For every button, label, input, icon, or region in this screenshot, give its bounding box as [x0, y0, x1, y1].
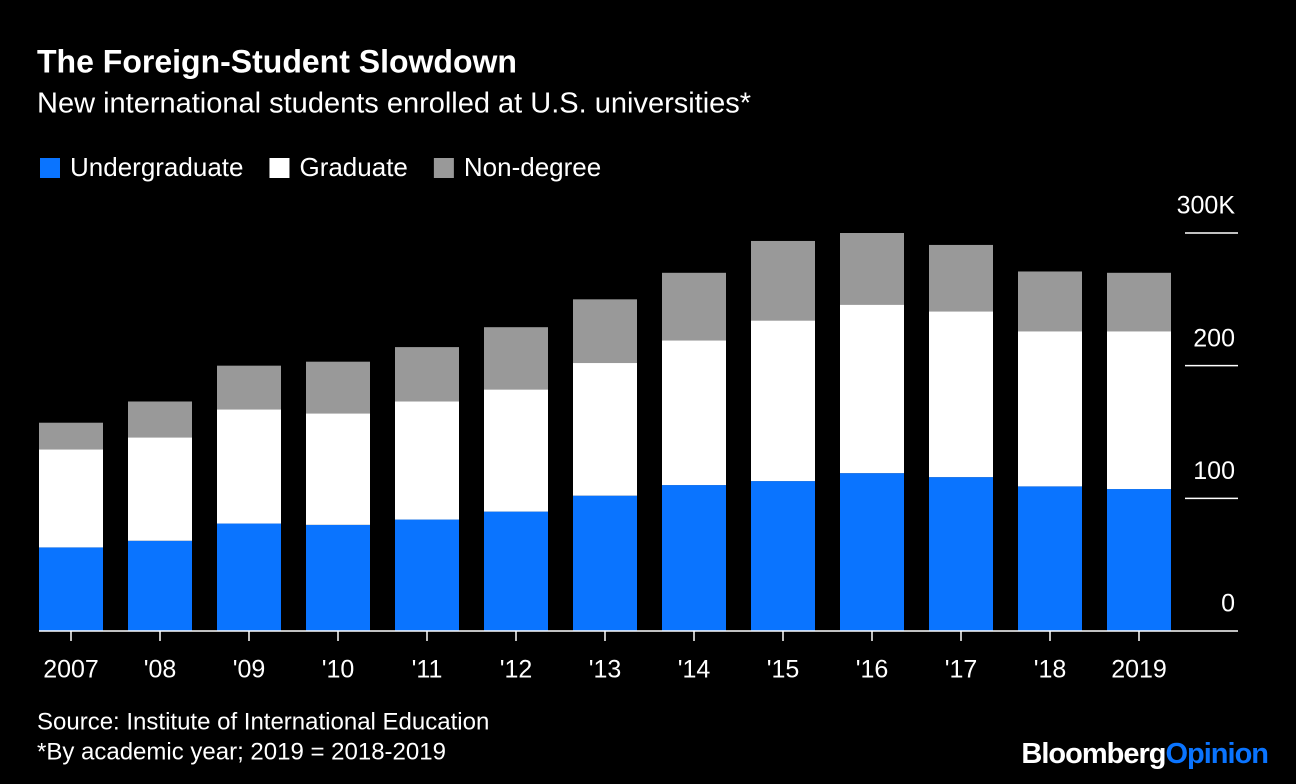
bar-segment	[484, 327, 548, 390]
bar-segment	[217, 409, 281, 524]
legend-label: Non-degree	[464, 152, 601, 182]
x-tick-label: '12	[500, 656, 533, 684]
chart-subtitle: New international students enrolled at U…	[37, 88, 751, 120]
bar-segment	[128, 437, 192, 541]
x-tick-label: '10	[322, 656, 355, 684]
bar-segment	[929, 477, 993, 631]
y-tick-label: 200	[1193, 324, 1235, 352]
bar-segment	[39, 547, 103, 631]
bar-segment	[39, 449, 103, 548]
bar-segment	[662, 272, 726, 341]
legend-swatch	[40, 158, 60, 178]
y-tick-label: 300K	[1177, 192, 1236, 220]
brand-bloomberg: Bloomberg	[1021, 738, 1165, 770]
bar-segment	[1107, 272, 1171, 332]
bar-segment	[306, 361, 370, 414]
x-tick-label: '16	[856, 656, 889, 684]
chart-title: The Foreign-Student Slowdown	[37, 43, 517, 79]
bar-segment	[840, 473, 904, 631]
bar-segment	[484, 511, 548, 631]
note: *By academic year; 2019 = 2018-2019	[37, 738, 446, 765]
bar-segment	[128, 401, 192, 438]
bar-segment	[217, 523, 281, 631]
x-tick-label: '13	[589, 656, 622, 684]
source: Source: Institute of International Educa…	[37, 708, 489, 735]
x-tick-label: '08	[144, 656, 177, 684]
bar-segment	[929, 311, 993, 478]
brand: BloombergOpinion	[1021, 738, 1268, 770]
brand-opinion: Opinion	[1165, 738, 1268, 770]
bar-segment	[1107, 331, 1171, 490]
legend-label: Undergraduate	[70, 152, 243, 182]
bar-segment	[573, 299, 637, 364]
legend-label: Graduate	[299, 152, 407, 182]
bar-segment	[573, 495, 637, 631]
x-tick-label: '17	[945, 656, 978, 684]
bar-segment	[217, 365, 281, 410]
y-tick-label: 100	[1193, 457, 1235, 485]
bar-segment	[1018, 486, 1082, 631]
x-tick-label: '11	[412, 656, 443, 684]
bar-segment	[662, 340, 726, 486]
bar-segment	[751, 240, 815, 321]
x-tick-label: '14	[678, 656, 711, 684]
bar-segment	[128, 540, 192, 631]
x-tick-label: '18	[1034, 656, 1067, 684]
bar-segment	[840, 304, 904, 474]
bar-segment	[395, 401, 459, 520]
bar-segment	[1018, 271, 1082, 332]
bar-segment	[39, 422, 103, 450]
bar-segment	[306, 413, 370, 525]
bar-segment	[840, 233, 904, 305]
legend-swatch	[269, 158, 290, 178]
bar-segment	[929, 244, 993, 312]
x-tick-label: '15	[767, 656, 800, 684]
bar-segment	[1107, 489, 1171, 631]
bar-segment	[1018, 331, 1082, 487]
bar-segment	[573, 363, 637, 496]
x-tick-label: '09	[233, 656, 266, 684]
bar-segment	[395, 347, 459, 402]
x-tick-label: 2007	[43, 656, 99, 684]
bar-segment	[484, 389, 548, 512]
bar-segment	[395, 519, 459, 631]
legend-swatch	[433, 158, 454, 178]
y-tick-label: 0	[1221, 590, 1235, 618]
bar-segment	[306, 524, 370, 631]
bar-segment	[662, 485, 726, 631]
bar-segment	[751, 481, 815, 631]
bar-segment	[751, 320, 815, 482]
x-tick-label: 2019	[1111, 656, 1167, 684]
